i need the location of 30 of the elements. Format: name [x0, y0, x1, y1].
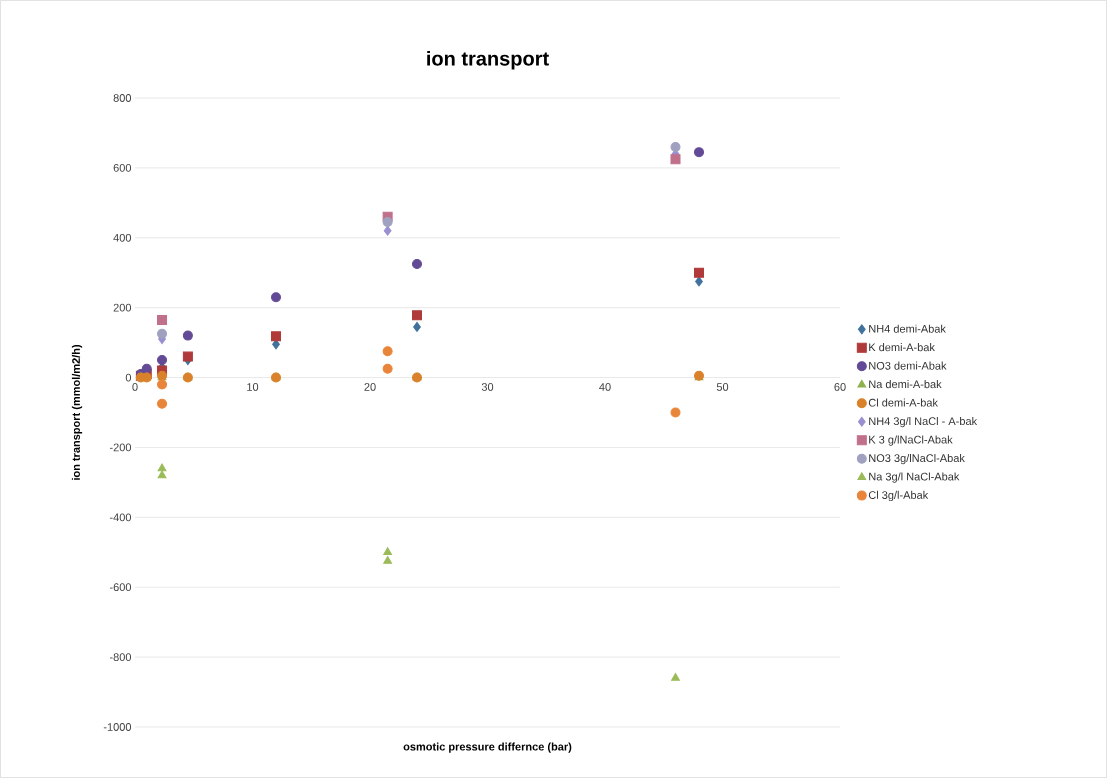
legend-label: Na 3g/l NaCl-Abak: [869, 472, 960, 483]
y-axis-title: ion transport (mmol/m2/h): [71, 344, 83, 480]
y-tick-label: -200: [109, 443, 132, 452]
x-tick-label: 0: [132, 383, 138, 391]
legend-label: K 3 g/lNaCl-Abak: [869, 435, 953, 446]
x-tick-label: 60: [834, 383, 846, 391]
x-axis-title: osmotic pressure differnce (bar): [403, 742, 572, 753]
legend-label: NH4 3g/l NaCl - A-bak: [869, 416, 978, 428]
y-tick-label: 800: [113, 94, 132, 102]
y-tick-label: 0: [125, 373, 132, 382]
legend-label: K demi-A-bak: [869, 343, 935, 352]
legend-label: NH4 demi-Abak: [869, 324, 946, 333]
x-tick-label: 20: [364, 383, 376, 391]
legend-label: NO3 demi-Abak: [869, 361, 947, 370]
legend-label: Na demi-A-bak: [869, 380, 942, 389]
legend-label: NO3 3g/lNaCl-Abak: [869, 453, 965, 465]
y-tick-label: -1000: [103, 723, 132, 731]
chart-title: ion transport: [427, 50, 549, 70]
y-tick-label: 600: [113, 164, 132, 172]
y-tick-label: -600: [109, 583, 132, 592]
x-tick-label: 40: [599, 383, 611, 391]
y-tick-label: 400: [113, 233, 132, 242]
x-tick-label: 30: [481, 383, 494, 391]
y-tick-label: -800: [109, 653, 132, 661]
legend-label: Cl demi-A-bak: [868, 398, 938, 407]
x-tick-label: 50: [716, 383, 729, 391]
legend-label: Cl 3g/l-Abak: [868, 490, 929, 502]
x-tick-label: 10: [247, 383, 259, 391]
y-tick-label: -400: [109, 513, 132, 522]
y-tick-label: 200: [113, 303, 132, 312]
